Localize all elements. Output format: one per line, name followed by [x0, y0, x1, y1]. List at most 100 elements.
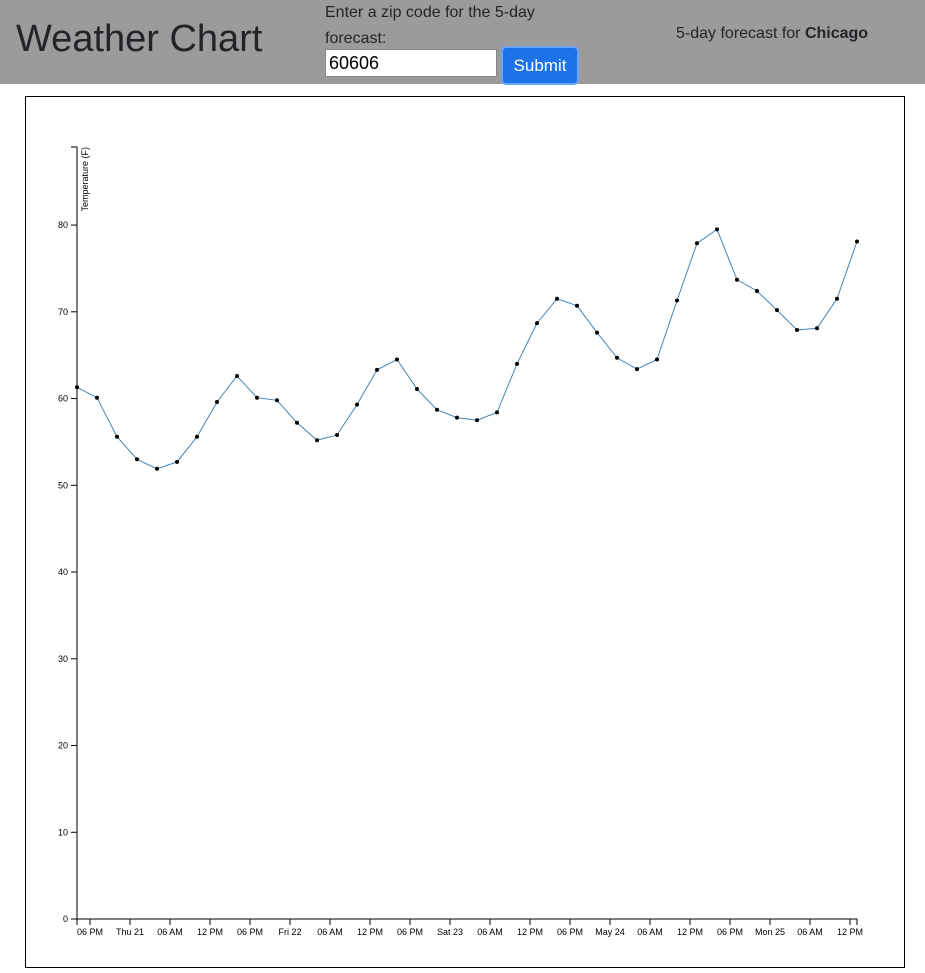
temperature-point	[535, 321, 539, 326]
temperature-point	[235, 374, 239, 378]
x-tick: Thu 21	[116, 919, 144, 937]
y-tick-label: 40	[58, 567, 68, 577]
temperature-point	[215, 400, 219, 404]
zip-code-input[interactable]	[325, 49, 497, 77]
x-tick-label: 12 PM	[357, 927, 383, 937]
temperature-point	[715, 227, 719, 232]
temperature-point	[95, 395, 99, 400]
x-tick: 12 PM	[197, 919, 223, 937]
x-tick-label: 06 AM	[157, 927, 183, 937]
temperature-point	[655, 357, 659, 362]
x-tick-label: 12 PM	[677, 927, 703, 937]
y-tick: 50	[58, 480, 77, 490]
temperature-point	[615, 355, 619, 360]
x-tick-label: Mon 25	[755, 927, 785, 937]
temperature-point	[75, 385, 79, 390]
temperature-point	[475, 418, 479, 423]
y-tick: 80	[58, 220, 77, 230]
temperature-point	[675, 298, 679, 303]
temperature-point	[775, 308, 779, 313]
temperature-point	[495, 410, 499, 415]
chart-container: 0 10 20 30 40 50 60 70 80 Temperature (F) 06 PM Thu…	[25, 96, 905, 968]
submit-button[interactable]: Submit	[501, 46, 579, 85]
x-tick-label: May 24	[595, 927, 625, 937]
x-tick: 06 AM	[317, 919, 343, 937]
x-tick: 06 AM	[797, 919, 823, 937]
temperature-point	[135, 457, 139, 462]
temperature-point	[455, 415, 459, 420]
x-tick: 12 PM	[357, 919, 383, 937]
y-axis: 0 10 20 30 40 50 60 70 80 Temperature (F)	[58, 146, 90, 924]
temperature-point	[295, 420, 299, 425]
temperature-point	[635, 367, 639, 372]
y-tick: 70	[58, 307, 77, 317]
x-tick-label: 12 PM	[837, 927, 863, 937]
x-tick-label: 06 PM	[77, 927, 103, 937]
y-tick: 0	[63, 914, 77, 924]
temperature-point	[855, 239, 859, 244]
x-tick-label: Fri 22	[278, 927, 301, 937]
temperature-point	[355, 402, 359, 407]
x-tick-label: 06 AM	[317, 927, 343, 937]
temperature-point	[555, 296, 559, 301]
x-tick: 12 PM	[517, 919, 543, 937]
y-tick-label: 80	[58, 220, 68, 230]
x-tick: Mon 25	[755, 919, 785, 937]
temperature-point	[375, 367, 379, 372]
y-axis-line	[71, 146, 78, 920]
forecast-prefix: 5-day forecast for	[676, 25, 805, 42]
y-tick: 10	[58, 827, 77, 837]
temperature-point	[695, 241, 699, 246]
temperature-point	[155, 466, 159, 471]
temperature-point	[195, 434, 199, 439]
x-tick: 06 PM	[397, 919, 423, 937]
temperature-chart: 0 10 20 30 40 50 60 70 80 Temperature (F) 06 PM Thu…	[58, 146, 863, 937]
y-tick-label: 30	[58, 654, 68, 664]
y-tick-label: 70	[58, 307, 68, 317]
x-tick: Sat 23	[437, 919, 463, 937]
x-tick: 06 PM	[237, 919, 263, 937]
x-tick: May 24	[595, 919, 625, 937]
x-tick-label: 06 PM	[237, 927, 263, 937]
temperature-point	[415, 387, 419, 391]
y-tick-label: 50	[58, 480, 68, 490]
temperature-point	[795, 328, 799, 332]
x-tick: 12 PM	[677, 919, 703, 937]
y-tick-label: 20	[58, 741, 68, 751]
x-tick-label: 06 AM	[637, 927, 663, 937]
x-tick: 06 AM	[637, 919, 663, 937]
x-tick: 12 PM	[837, 919, 863, 937]
x-tick: 06 AM	[157, 919, 183, 937]
zip-prompt: Enter a zip code for the 5-day forecast:	[325, 4, 535, 47]
top-bar: Weather Chart Enter a zip code for the 5…	[0, 0, 925, 85]
y-tick-label: 0	[63, 914, 68, 924]
temperature-point	[595, 330, 599, 335]
x-tick-label: 12 PM	[517, 927, 543, 937]
temperature-point	[755, 289, 759, 293]
y-tick: 20	[58, 741, 77, 751]
y-tick: 60	[58, 394, 77, 404]
temperature-point	[575, 303, 579, 308]
x-tick: Fri 22	[278, 919, 302, 937]
temperature-point	[735, 277, 739, 282]
temperature-point	[255, 395, 259, 400]
x-tick-label: 12 PM	[197, 927, 223, 937]
y-tick-label: 60	[58, 394, 68, 404]
x-tick-label: 06 PM	[717, 927, 743, 937]
temperature-point	[275, 398, 279, 403]
y-tick: 40	[58, 567, 77, 577]
temperature-line	[76, 228, 858, 470]
x-axis-line	[76, 918, 858, 925]
app-title: Weather Chart	[16, 18, 263, 60]
forecast-location: 5-day forecast for Chicago	[676, 25, 868, 43]
x-tick-label: 06 PM	[397, 927, 423, 937]
temperature-point	[835, 296, 839, 301]
x-tick-label: Sat 23	[437, 927, 463, 937]
temperature-point	[815, 326, 819, 331]
temperature-point	[315, 438, 319, 443]
x-tick: 06 PM	[77, 919, 103, 937]
temperature-point	[175, 459, 179, 464]
x-tick: 06 PM	[557, 919, 583, 937]
x-tick-label: 06 PM	[557, 927, 583, 937]
x-axis: 06 PM Thu 21 06 AM 12 PM 06 PM Fri 22 06 AM 12 …	[76, 918, 863, 937]
